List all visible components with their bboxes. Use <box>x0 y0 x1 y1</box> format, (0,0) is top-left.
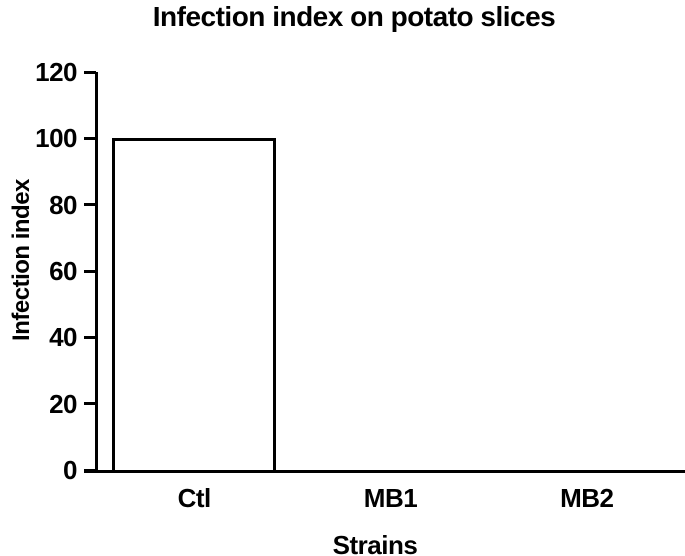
y-tick-label: 120 <box>35 57 77 87</box>
x-axis-title: Strains <box>332 530 418 556</box>
chart-title: Infection index on potato slices <box>152 1 556 32</box>
bar-ctl <box>112 138 277 473</box>
y-tick-label: 0 <box>63 455 77 485</box>
x-axis-line <box>84 470 685 473</box>
y-tick-label: 20 <box>49 388 77 419</box>
y-tick-label: 60 <box>49 256 77 286</box>
x-category-label-ctl: Ctl <box>177 483 212 513</box>
x-category-label-mb2: MB2 <box>560 483 614 513</box>
x-category-label-mb1: MB1 <box>363 483 418 513</box>
y-tick-mark <box>84 335 96 339</box>
y-tick-label: 80 <box>49 189 77 220</box>
y-tick-mark <box>84 269 96 273</box>
y-axis-line <box>95 72 98 473</box>
y-tick-mark <box>84 203 96 207</box>
y-tick-mark <box>84 402 96 406</box>
y-tick-mark <box>84 468 96 472</box>
y-tick-mark <box>84 136 96 140</box>
y-tick-label: 40 <box>49 322 77 353</box>
y-tick-label: 100 <box>35 123 77 154</box>
y-tick-mark <box>84 70 96 74</box>
